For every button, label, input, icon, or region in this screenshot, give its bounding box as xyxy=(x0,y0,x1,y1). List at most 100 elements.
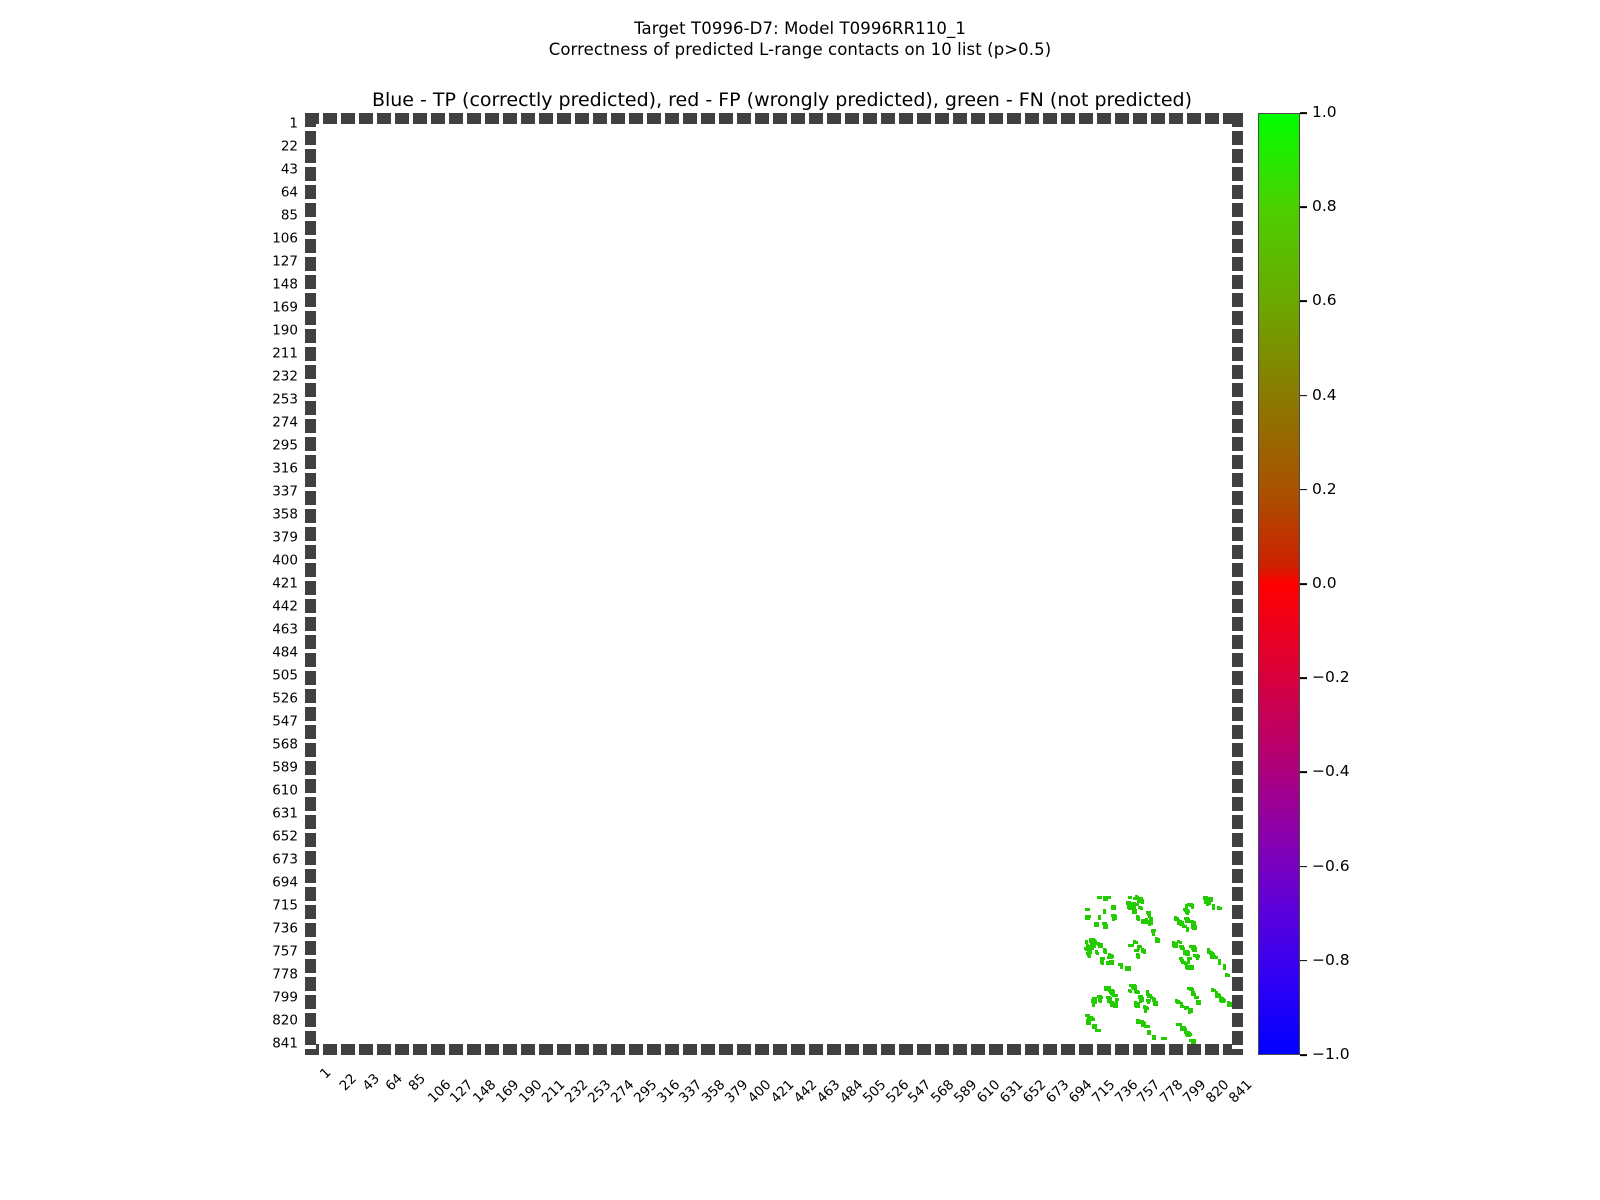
contact-point xyxy=(1103,897,1109,901)
contact-point xyxy=(1186,918,1190,924)
contact-point xyxy=(1192,992,1196,996)
colorbar-tick-mark xyxy=(1300,771,1307,774)
contact-point xyxy=(1104,948,1108,954)
axis-frame-top xyxy=(305,113,1243,124)
contact-point xyxy=(1181,924,1187,928)
contact-point xyxy=(1106,998,1110,1003)
contact-point xyxy=(1088,953,1092,959)
chart-title-block: Target T0996-D7: Model T0996RR110_1 Corr… xyxy=(0,18,1600,60)
y-axis-tick-label: 631 xyxy=(272,805,298,822)
contact-point xyxy=(1137,898,1143,904)
chart-legend-subtitle: Blue - TP (correctly predicted), red - F… xyxy=(371,89,1193,111)
y-axis-tick-label: 589 xyxy=(272,759,298,776)
chart-title-line-1: Target T0996-D7: Model T0996RR110_1 xyxy=(634,19,966,38)
contact-point xyxy=(1134,902,1138,906)
y-axis-tick-label: 211 xyxy=(272,345,298,362)
contact-point xyxy=(1185,904,1189,910)
contact-point xyxy=(1085,914,1091,918)
contact-point xyxy=(1091,946,1095,950)
colorbar-tick-label: 0.4 xyxy=(1300,387,1337,404)
y-axis-tick-label: 22 xyxy=(280,138,298,155)
y-axis-tick-label: 442 xyxy=(272,598,298,615)
x-axis-tick-label: 64 xyxy=(382,1070,406,1095)
contact-point xyxy=(1189,966,1193,970)
y-axis-tick-label: 295 xyxy=(272,437,298,454)
contact-point xyxy=(1178,941,1182,945)
contact-point xyxy=(1113,1003,1119,1009)
y-axis-tick-label: 358 xyxy=(272,506,298,523)
contact-point xyxy=(1191,946,1197,952)
contact-point xyxy=(1131,901,1135,907)
contact-point xyxy=(1139,998,1143,1003)
y-axis-tick-label: 64 xyxy=(280,184,298,201)
contact-point xyxy=(1215,993,1221,997)
contact-point xyxy=(1179,946,1185,950)
contact-point xyxy=(1190,903,1194,909)
contact-point xyxy=(1148,912,1152,918)
contact-point xyxy=(1107,956,1111,960)
contact-point xyxy=(1094,922,1098,926)
contact-point xyxy=(1208,897,1213,903)
contact-point xyxy=(1184,961,1188,965)
contact-point xyxy=(1150,916,1154,920)
colorbar-tick-mark xyxy=(1300,677,1307,679)
contact-point xyxy=(1153,998,1157,1003)
contact-point xyxy=(1188,1008,1192,1014)
contact-map-plot-area[interactable] xyxy=(305,113,1243,1055)
contact-point xyxy=(1148,921,1152,927)
y-axis-tick-label: 715 xyxy=(272,897,298,914)
contact-point xyxy=(1109,959,1113,965)
contact-point xyxy=(1104,923,1108,929)
contact-point xyxy=(1187,958,1191,964)
colorbar-tick-mark xyxy=(1300,112,1307,114)
contact-point xyxy=(1112,915,1116,921)
colorbar-tick-label: −0.2 xyxy=(1300,670,1350,686)
contact-point xyxy=(1153,1035,1157,1041)
axis-frame-left xyxy=(305,113,316,1055)
contact-point xyxy=(1140,907,1144,911)
y-axis-tick-label: 169 xyxy=(272,299,298,316)
contact-point xyxy=(1191,924,1197,930)
contact-point xyxy=(1187,910,1191,914)
contact-point xyxy=(1113,993,1119,997)
colorbar-tick-label: 0.2 xyxy=(1300,481,1337,498)
colorbar-tick-label: 0.0 xyxy=(1300,575,1337,592)
contact-point xyxy=(1119,964,1123,970)
contact-point xyxy=(1086,948,1092,954)
contact-point xyxy=(1148,1029,1152,1035)
contact-point xyxy=(1142,948,1146,954)
x-axis-tick-label: 85 xyxy=(405,1070,429,1095)
contact-point xyxy=(1176,1001,1182,1005)
contact-point xyxy=(1221,1000,1225,1004)
contact-point xyxy=(1144,1025,1150,1029)
contact-point xyxy=(1097,943,1103,949)
contact-point xyxy=(1137,915,1141,921)
contact-point xyxy=(1140,994,1144,998)
x-axis-tick-label: 43 xyxy=(359,1070,383,1095)
y-axis-tick-label: 463 xyxy=(272,621,298,638)
y-axis-tick-label: 232 xyxy=(272,368,298,385)
colorbar-tick-label: 0.6 xyxy=(1300,293,1337,310)
contact-point xyxy=(1129,944,1135,948)
contact-point xyxy=(1129,896,1133,900)
contact-point xyxy=(1211,989,1217,993)
y-axis-tick-label: 610 xyxy=(272,782,298,799)
contact-point xyxy=(1213,956,1219,960)
contact-point xyxy=(1182,952,1186,955)
x-axis-tick-label: 22 xyxy=(336,1070,360,1095)
y-axis-tick-label: 253 xyxy=(272,391,298,408)
y-axis-tick-label: 274 xyxy=(272,414,298,431)
contact-point xyxy=(1210,954,1214,960)
y-axis-tick-label: 568 xyxy=(272,736,298,753)
contact-point xyxy=(1098,999,1102,1003)
contact-point xyxy=(1143,1007,1147,1013)
x-axis-tick-label: 841 xyxy=(1225,1076,1256,1107)
contact-point xyxy=(1186,950,1190,956)
contact-point xyxy=(1154,937,1160,943)
contact-point xyxy=(1197,1000,1201,1006)
colorbar-tick-label: −1.0 xyxy=(1300,1046,1350,1063)
y-axis-tick-label: 379 xyxy=(272,529,298,546)
contact-map-canvas[interactable] xyxy=(316,124,1232,1044)
y-axis-tick-label: 85 xyxy=(280,207,298,224)
contact-point xyxy=(1146,992,1150,998)
